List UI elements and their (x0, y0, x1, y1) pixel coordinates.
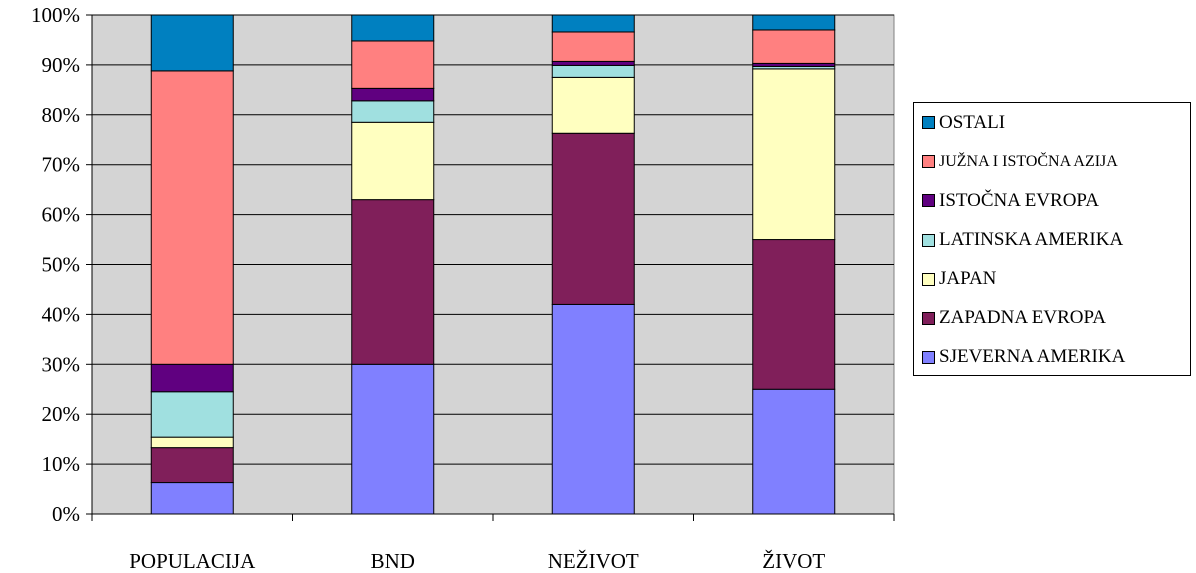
legend-label: OSTALI (939, 111, 1006, 133)
bar-segment (150, 363, 234, 393)
bar-segment (150, 391, 234, 438)
bar-segment (351, 363, 435, 515)
bar-segment (150, 482, 234, 515)
y-tick-label: 90% (42, 53, 81, 77)
legend-label: JAPAN (939, 268, 997, 290)
legend-label: SJEVERNA AMERIKA (939, 346, 1126, 368)
bar-segment (551, 64, 635, 78)
bar-segment (150, 70, 234, 365)
legend-swatch (922, 350, 935, 364)
y-tick-label: 70% (42, 153, 81, 177)
legend-swatch (922, 233, 935, 247)
legend-label: LATINSKA AMERIKA (939, 229, 1124, 250)
y-tick-label: 50% (42, 253, 81, 277)
bar-segment (351, 14, 435, 42)
legend-item: JUŽNA I ISTOČNA AZIJA (922, 151, 1118, 173)
bar-segment (752, 68, 836, 241)
legend-item: JAPAN (922, 268, 996, 290)
y-tick-labels: 0% 10% 20% 30% 40% 50% 60% 70% 80% 90% 100% (31, 3, 92, 526)
bar-segment (551, 14, 635, 33)
bar-segment (551, 31, 635, 62)
legend-swatch (922, 116, 935, 130)
y-tick-label: 10% (42, 452, 81, 476)
bar-segment (351, 87, 435, 102)
x-tick-labels: POPULACIJA BND NEŽIVOT ŽIVOT (129, 549, 825, 573)
y-tick-label: 30% (42, 352, 81, 376)
bar-segment (351, 40, 435, 89)
legend-label: ZAPADNA EVROPA (939, 307, 1107, 329)
bar-segment (551, 132, 635, 305)
y-tick-label: 80% (42, 103, 81, 127)
bar-segment (351, 199, 435, 365)
bar-segment (351, 121, 435, 201)
bars (150, 14, 836, 515)
y-tick-label: 60% (42, 203, 81, 227)
legend-label: ISTOČNA EVROPA (939, 189, 1099, 211)
x-tick-label: BND (371, 549, 415, 573)
y-tick-label: 0% (52, 502, 80, 526)
legend: OSTALI JUŽNA I ISTOČNA AZIJA ISTOČNA EVROP… (913, 102, 1191, 376)
y-tick-label: 100% (31, 3, 80, 27)
x-tick-label: ŽIVOT (762, 549, 825, 573)
bar-segment (551, 303, 635, 515)
legend-item: LATINSKA AMERIKA (922, 229, 1123, 251)
bar-segment (351, 100, 435, 123)
legend-swatch (922, 155, 935, 169)
bar-segment (551, 60, 635, 66)
y-tick-label: 40% (42, 302, 81, 326)
bar-segment (752, 388, 836, 515)
legend-item: ZAPADNA EVROPA (922, 307, 1106, 329)
bar-segment (150, 436, 234, 449)
legend-swatch (922, 272, 935, 286)
bar-segment (752, 239, 836, 390)
x-tick-label: POPULACIJA (129, 549, 256, 573)
legend-item: OSTALI (922, 112, 1005, 134)
bar-segment (150, 447, 234, 484)
legend-label: JUŽNA I ISTOČNA AZIJA (939, 152, 1118, 170)
legend-item: ISTOČNA EVROPA (922, 190, 1099, 212)
legend-swatch (922, 194, 935, 208)
bar-segment (551, 76, 635, 134)
bar-segment (752, 29, 836, 64)
bar-segment (150, 14, 234, 72)
y-tick-label: 20% (42, 402, 81, 426)
legend-item: SJEVERNA AMERIKA (922, 346, 1125, 368)
bar-segment (752, 14, 836, 31)
x-tick-label: NEŽIVOT (548, 549, 639, 573)
legend-swatch (922, 311, 935, 325)
